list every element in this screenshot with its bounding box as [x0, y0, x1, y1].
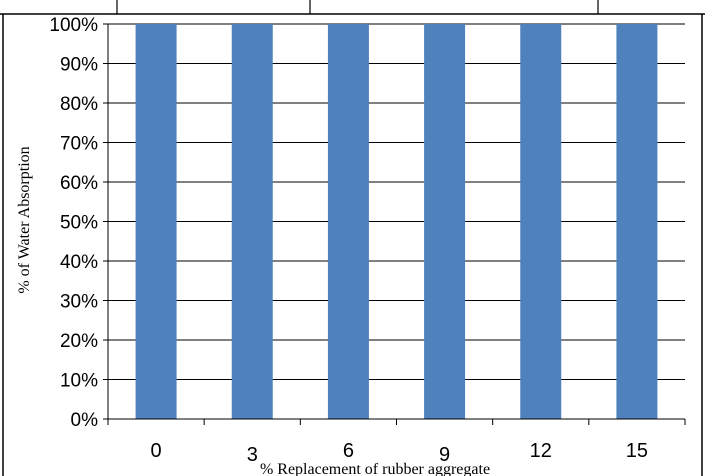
y-tick-label: 40%	[60, 252, 98, 273]
y-tick-label: 30%	[60, 292, 98, 313]
x-tick-label: 6	[343, 440, 354, 462]
y-tick-label: 10%	[60, 371, 98, 392]
bar	[424, 24, 466, 419]
x-tick-label: 0	[151, 440, 162, 462]
grid-layer	[103, 23, 685, 420]
y-tick-label: 90%	[60, 55, 98, 76]
y-tick-label: 60%	[60, 173, 98, 194]
x-tick-label: 15	[626, 440, 648, 462]
y-tick-label: 80%	[60, 94, 98, 115]
x-tick-label: 3	[247, 444, 258, 466]
x-tick-labels: 0 3 6 9 12 15	[151, 440, 649, 466]
y-tick-label: 100%	[49, 15, 98, 36]
x-tick-label: 9	[439, 444, 450, 466]
y-axis-title: % of Water Absorption	[16, 146, 33, 293]
y-tick-label: 20%	[60, 331, 98, 352]
bar	[520, 24, 562, 419]
bar	[616, 24, 658, 419]
x-axis-title: % Replacement of rubber aggregate	[260, 461, 490, 476]
y-tick-label: 50%	[60, 213, 98, 234]
axes-layer	[107, 24, 686, 425]
bar	[327, 24, 369, 419]
bars-layer	[135, 24, 658, 419]
x-tick-label: 12	[530, 440, 552, 462]
y-tick-label: 0%	[71, 410, 99, 431]
bar	[135, 24, 177, 419]
y-tick-labels: 0% 10% 20% 30% 40% 50% 60% 70% 80% 90% 100%	[49, 15, 98, 431]
y-tick-label: 70%	[60, 134, 98, 155]
bar	[231, 24, 273, 419]
